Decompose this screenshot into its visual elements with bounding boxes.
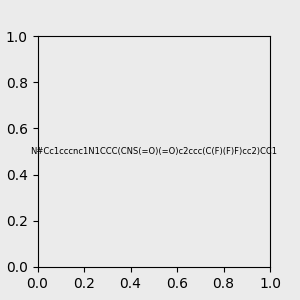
Text: N#Cc1cccnc1N1CCC(CNS(=O)(=O)c2ccc(C(F)(F)F)cc2)CC1: N#Cc1cccnc1N1CCC(CNS(=O)(=O)c2ccc(C(F)(F… — [30, 147, 277, 156]
